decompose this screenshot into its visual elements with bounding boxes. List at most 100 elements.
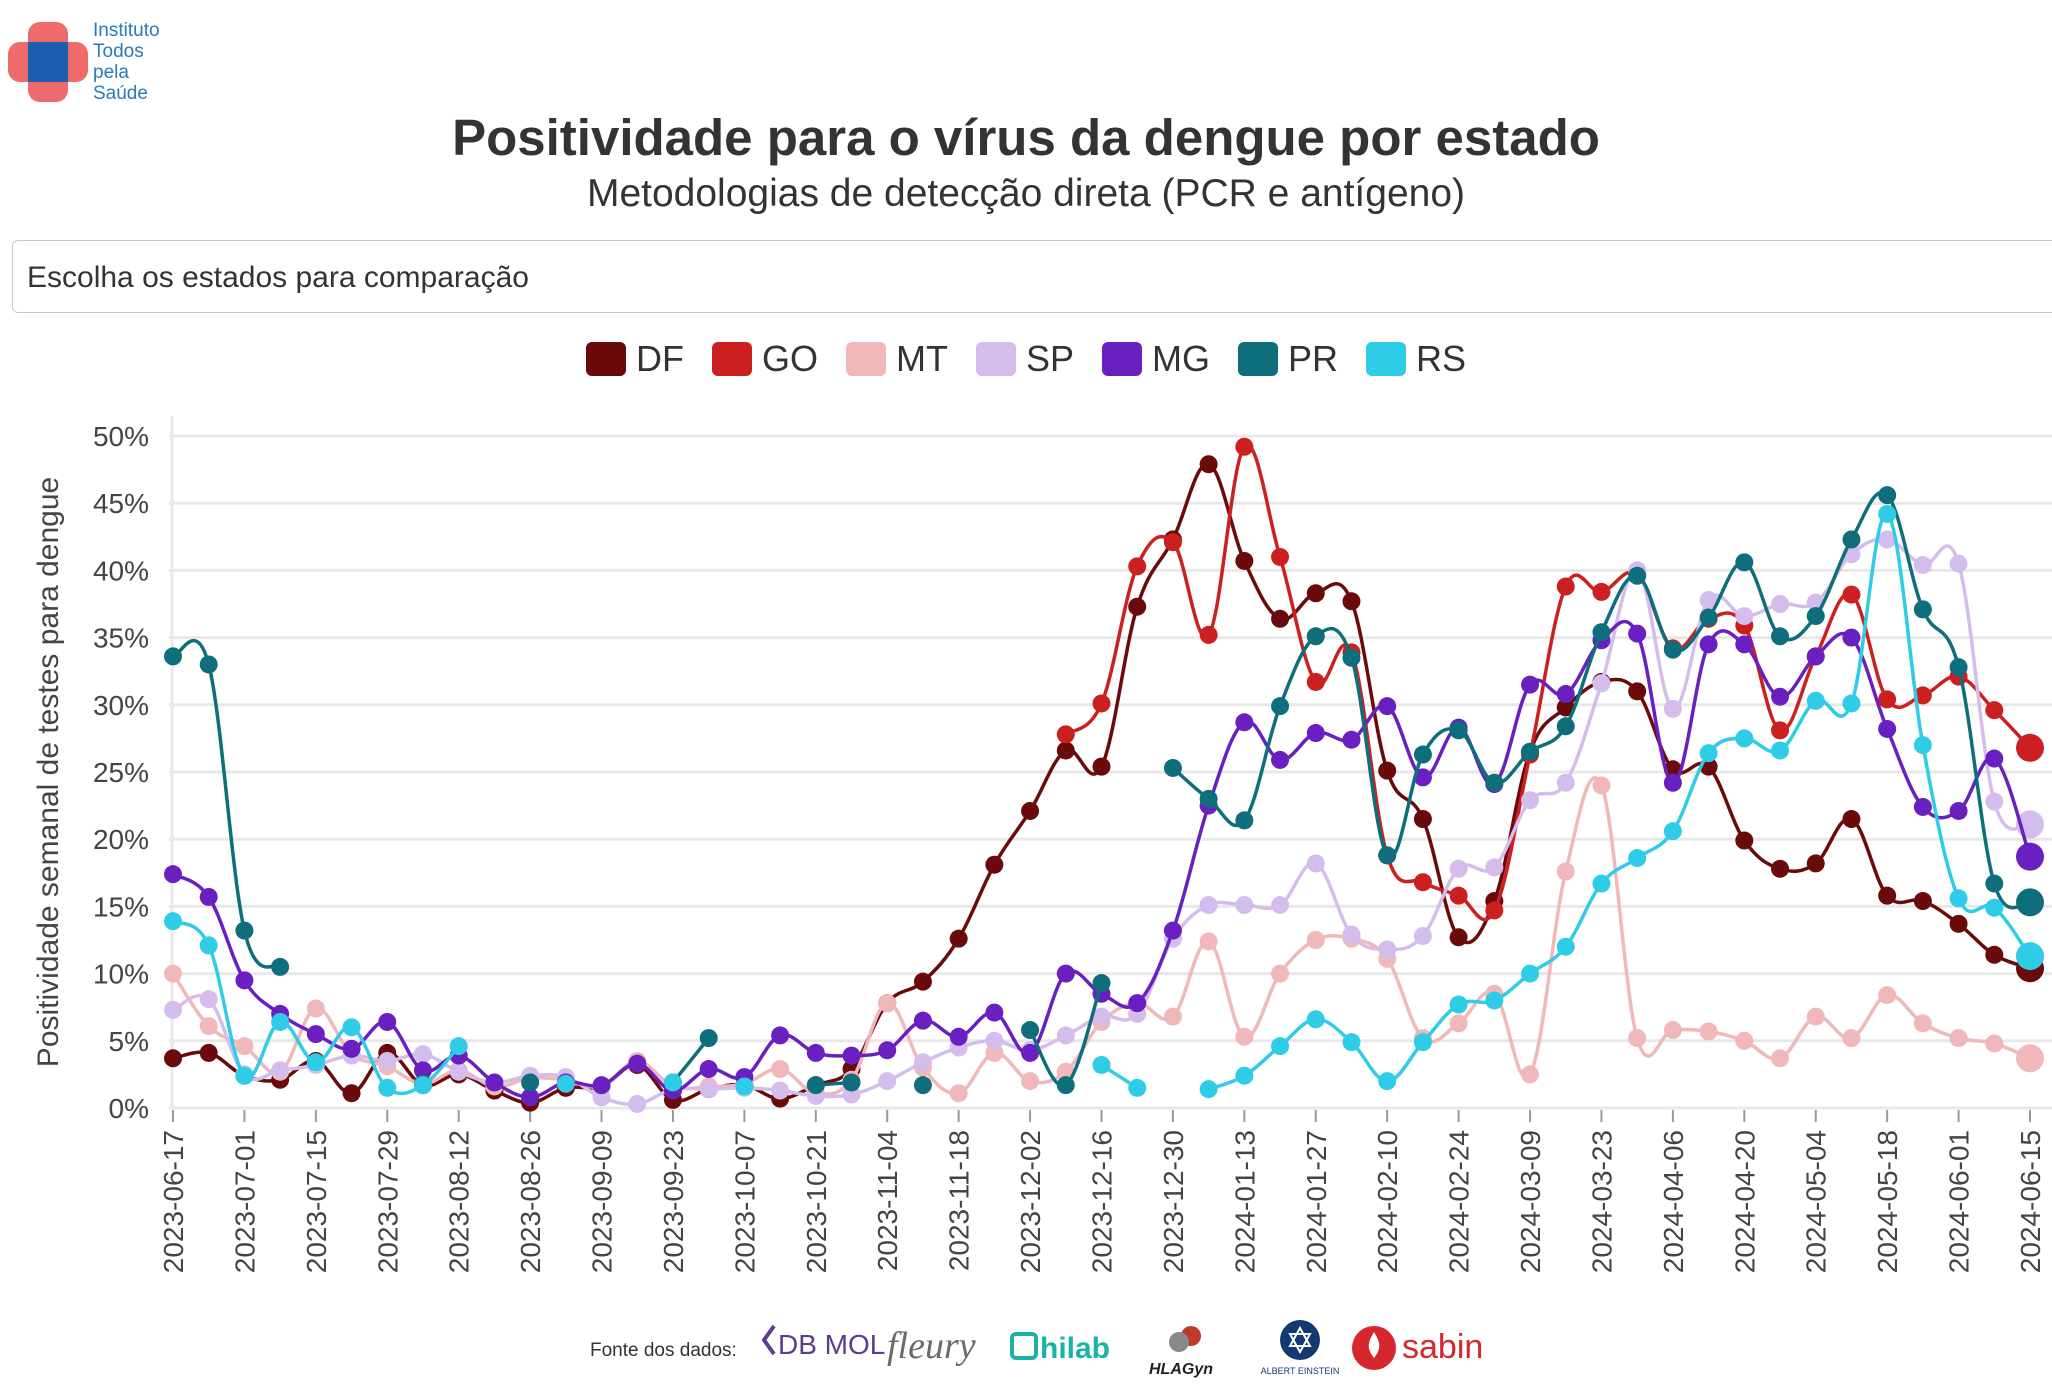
point-sp <box>1699 590 1718 609</box>
legend-item-go[interactable]: GO <box>711 338 818 380</box>
point-df <box>1878 886 1897 905</box>
x-tick-label: 2024-01-27 <box>1301 1130 1332 1273</box>
x-tick-label: 2023-08-26 <box>515 1130 546 1273</box>
point-mg <box>1163 921 1182 940</box>
point-go <box>1413 873 1432 892</box>
legend-label: SP <box>1025 338 1074 379</box>
point-mg <box>1521 675 1540 694</box>
point-mg <box>1413 768 1432 787</box>
point-rs <box>1913 736 1932 755</box>
logo: Instituto Todos pela Saúde <box>8 20 173 112</box>
point-go <box>1271 547 1290 566</box>
point-pr <box>271 957 290 976</box>
point-go <box>1449 886 1468 905</box>
legend-label: MG <box>1152 338 1210 379</box>
point-mt <box>1021 1072 1040 1091</box>
point-sp <box>413 1045 432 1064</box>
point-df <box>1378 761 1397 780</box>
point-pr <box>1913 600 1932 619</box>
legend-item-df[interactable]: DF <box>585 338 684 380</box>
point-rs <box>1521 964 1540 983</box>
point-pr <box>1842 530 1861 549</box>
legend-item-mg[interactable]: MG <box>1102 338 1210 380</box>
chart-subtitle: Metodologias de detecção direta (PCR e a… <box>586 172 1466 215</box>
point-rs <box>1985 898 2004 917</box>
x-tick-label: 2024-03-23 <box>1586 1130 1617 1273</box>
point-rs <box>1949 889 1968 908</box>
legend-swatch <box>975 342 1016 376</box>
point-df <box>1806 854 1825 873</box>
db-molecular-logo: DB MOLECULAR <box>761 1324 885 1360</box>
point-mt <box>1628 1029 1647 1048</box>
point-pr <box>1056 1076 1075 1095</box>
point-mg <box>378 1012 397 1031</box>
point-rs <box>1735 729 1754 748</box>
point-mt <box>1199 932 1218 951</box>
point-mg <box>413 1061 432 1080</box>
point-mg <box>1235 713 1254 732</box>
point-sp <box>164 1000 182 1019</box>
logo-line: Todos <box>93 41 144 62</box>
point-mg <box>1342 730 1361 749</box>
point-mg <box>1699 635 1718 654</box>
point-sp <box>449 1062 468 1081</box>
point-sp <box>1485 858 1504 877</box>
x-tick-label: 2023-10-21 <box>801 1130 832 1273</box>
y-tick-label: 0% <box>109 1093 149 1124</box>
point-sp <box>1235 896 1254 915</box>
legend-item-pr[interactable]: PR <box>1238 338 1338 380</box>
point-mg <box>699 1060 718 1079</box>
point-df <box>1413 810 1432 829</box>
point-rs <box>306 1053 325 1072</box>
legend: DF GO MT SP MG PR RS <box>0 338 2052 380</box>
point-sp <box>199 990 218 1009</box>
point-pr <box>2016 888 2044 917</box>
point-go <box>1199 625 1218 644</box>
sabin-logo: sabin <box>1352 1326 1483 1370</box>
point-mg <box>1056 964 1075 983</box>
legend-label: MT <box>895 338 948 379</box>
point-mg <box>1735 635 1754 654</box>
hilab-logo-text: hilab <box>1040 1332 1110 1365</box>
point-rs <box>413 1076 432 1095</box>
y-tick-label: 30% <box>93 690 149 721</box>
legend-item-sp[interactable]: SP <box>975 338 1074 380</box>
point-mt <box>1056 1062 1075 1081</box>
legend-item-rs[interactable]: RS <box>1366 338 1466 380</box>
point-go <box>1842 585 1861 604</box>
point-mg <box>985 1003 1004 1022</box>
point-mt <box>2016 1044 2044 1073</box>
point-pr <box>842 1073 861 1092</box>
legend-item-mt[interactable]: MT <box>845 338 948 380</box>
legend-swatch <box>711 342 752 376</box>
point-mg <box>1628 624 1647 643</box>
x-tick-label: 2023-07-15 <box>301 1130 332 1273</box>
point-rs <box>556 1074 575 1093</box>
legend-label: GO <box>761 338 818 379</box>
point-mt <box>164 964 182 983</box>
point-rs <box>1699 744 1718 763</box>
point-pr <box>1021 1021 1040 1040</box>
state-selector-input[interactable]: Escolha os estados para comparação <box>12 240 2052 313</box>
point-mt <box>1949 1029 1968 1048</box>
y-tick-label: 15% <box>93 891 149 922</box>
point-df <box>1092 757 1111 776</box>
point-mg <box>1021 1043 1040 1062</box>
point-mt <box>1735 1031 1754 1050</box>
point-rs <box>1342 1033 1361 1052</box>
x-tick-label: 2023-09-23 <box>658 1130 689 1273</box>
point-go <box>1092 694 1111 713</box>
y-tick-label: 40% <box>93 555 149 586</box>
point-mt <box>1235 1027 1254 1046</box>
point-rs <box>1663 822 1682 841</box>
state-selector-placeholder: Escolha os estados para comparação <box>27 261 529 294</box>
legend-swatch <box>845 342 886 376</box>
point-mt <box>878 994 897 1013</box>
db-logo-text: DB MOLECULAR <box>778 1329 885 1360</box>
point-mg <box>1949 801 1968 820</box>
point-rs <box>1449 995 1468 1014</box>
point-pr <box>1342 648 1361 667</box>
x-tick-label: 2023-12-02 <box>1015 1130 1046 1273</box>
point-sp <box>1735 607 1754 626</box>
logo-line: Instituto <box>93 20 160 41</box>
